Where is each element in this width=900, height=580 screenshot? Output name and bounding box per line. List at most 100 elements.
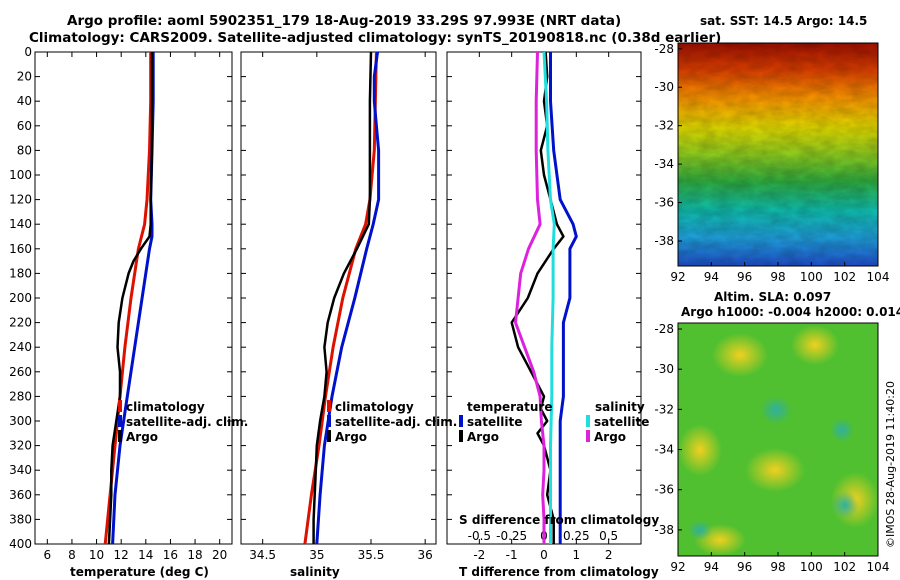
top-tick-label: -0.25 bbox=[496, 529, 527, 543]
legend-label-satellite: satellite-adj. clim. bbox=[126, 415, 248, 429]
series-line-argo bbox=[107, 52, 154, 545]
sla-low bbox=[830, 418, 854, 442]
series-line-argo bbox=[312, 51, 373, 544]
y-tick-label: 360 bbox=[9, 488, 32, 502]
map-y-tick-label: -28 bbox=[654, 322, 674, 336]
y-tick-label: 340 bbox=[9, 463, 32, 477]
temperature-xlabel: temperature (deg C) bbox=[70, 565, 209, 579]
y-tick-label: 100 bbox=[9, 168, 32, 182]
sla-map-title2: Argo h1000: -0.004 h2000: 0.014 bbox=[681, 305, 900, 319]
legend-label-sal-satellite: satellite bbox=[594, 415, 649, 429]
x-tick-label: 6 bbox=[43, 548, 51, 562]
x-tick-label: 16 bbox=[163, 548, 178, 562]
map-x-tick-label: 100 bbox=[800, 560, 823, 574]
x-tick-label: 0 bbox=[540, 548, 548, 562]
sla-map-axes: 92 94 96 98 100 102 104 -28 -30 -32 -34 -36 -38 bbox=[654, 322, 889, 574]
map-x-tick-label: 98 bbox=[770, 560, 785, 574]
legend-label-temp-satellite: satellite bbox=[467, 415, 522, 429]
difference-top-axis-label: S difference from climatology bbox=[459, 513, 659, 527]
legend-swatch-sal-argo bbox=[586, 430, 590, 442]
difference-salinity-legend: salinity satellite Argo bbox=[586, 400, 649, 444]
sla-low bbox=[688, 520, 712, 540]
difference-xlabel: T difference from climatology bbox=[459, 565, 659, 579]
map-y-tick-label: -34 bbox=[654, 157, 674, 171]
map-y-tick-label: -38 bbox=[654, 523, 674, 537]
map-x-tick-label: 94 bbox=[704, 560, 719, 574]
map-x-tick-label: 96 bbox=[737, 560, 752, 574]
sst-map bbox=[677, 42, 879, 267]
legend-title-salinity: salinity bbox=[595, 400, 645, 414]
y-tick-label: 80 bbox=[17, 143, 32, 157]
map-x-tick-label: 92 bbox=[670, 560, 685, 574]
x-tick-label: 10 bbox=[89, 548, 104, 562]
y-tick-label: 380 bbox=[9, 512, 32, 526]
legend-label-argo: Argo bbox=[335, 430, 367, 444]
top-tick-label: 0.25 bbox=[563, 529, 590, 543]
temperature-profile-chart: 0 20 40 60 80 100 120 140 160 180 200 220 240 260 280 3… bbox=[9, 45, 233, 562]
map-y-tick-label: -32 bbox=[654, 402, 674, 416]
plot-frame bbox=[34, 51, 233, 545]
map-y-tick-label: -36 bbox=[654, 196, 674, 210]
difference-temperature-legend: temperature satellite Argo bbox=[459, 400, 552, 444]
legend-title-temperature: temperature bbox=[467, 400, 552, 414]
legend-label-climatology: climatology bbox=[126, 400, 205, 414]
x-tick-label: -1 bbox=[506, 548, 518, 562]
map-x-tick-label: 104 bbox=[867, 560, 890, 574]
map-y-tick-label: -38 bbox=[654, 234, 674, 248]
legend-swatch-climatology bbox=[327, 400, 331, 412]
series-line-salinity-satellite bbox=[542, 51, 556, 544]
legend-swatch-climatology bbox=[118, 400, 122, 412]
sla-low bbox=[831, 491, 859, 519]
map-y-tick-label: -32 bbox=[654, 119, 674, 133]
y-tick-label: 240 bbox=[9, 340, 32, 354]
y-tick-label: 140 bbox=[9, 217, 32, 231]
map-x-tick-label: 96 bbox=[737, 270, 752, 284]
sst-map-axes: 92 94 96 98 100 102 104 -28 -30 -32 -34 -36 -38 bbox=[654, 42, 889, 284]
y-tick-label: 200 bbox=[9, 291, 32, 305]
salinity-xlabel: salinity bbox=[290, 565, 340, 579]
legend-swatch-argo bbox=[118, 430, 122, 442]
temperature-legend: climatology satellite-adj. clim. Argo bbox=[118, 400, 248, 444]
sla-map-title1: Altim. SLA: 0.097 bbox=[714, 290, 831, 304]
y-tick-label: 0 bbox=[24, 45, 32, 59]
map-x-tick-label: 98 bbox=[770, 270, 785, 284]
map-y-tick-label: -28 bbox=[654, 42, 674, 56]
map-y-tick-label: -36 bbox=[654, 483, 674, 497]
map-x-tick-label: 102 bbox=[833, 560, 856, 574]
series-line-satellite-adj-clim- bbox=[315, 51, 381, 545]
x-tick-label: 35 bbox=[309, 548, 324, 562]
y-tick-label: 400 bbox=[9, 537, 32, 551]
map-x-tick-label: 92 bbox=[670, 270, 685, 284]
x-tick-label: 20 bbox=[212, 548, 227, 562]
sst-map-texture bbox=[678, 43, 878, 266]
y-tick-label: 160 bbox=[9, 242, 32, 256]
sla-map bbox=[677, 322, 879, 557]
x-tick-label: 34.5 bbox=[249, 548, 276, 562]
map-x-tick-label: 94 bbox=[704, 270, 719, 284]
y-tick-label: 60 bbox=[17, 119, 32, 133]
x-tick-label: 12 bbox=[114, 548, 129, 562]
sla-low bbox=[760, 396, 792, 424]
header-line2: Climatology: CARS2009. Satellite-adjuste… bbox=[29, 30, 721, 46]
x-tick-label: 36 bbox=[418, 548, 433, 562]
sst-map-title: sat. SST: 14.5 Argo: 14.5 bbox=[700, 14, 867, 28]
x-tick-label: 14 bbox=[138, 548, 153, 562]
sla-blob bbox=[678, 424, 722, 476]
top-tick-label: 0.5 bbox=[599, 529, 618, 543]
top-tick-label: -0.5 bbox=[468, 529, 491, 543]
credit-text: ©IMOS 28-Aug-2019 11:40:20 bbox=[884, 381, 897, 548]
x-tick-label: -2 bbox=[473, 548, 485, 562]
legend-label-satellite: satellite-adj. clim. bbox=[335, 415, 457, 429]
series-line-temperature-satellite bbox=[549, 52, 578, 544]
sla-blob bbox=[745, 448, 805, 492]
series-line-salinity-argo bbox=[514, 51, 546, 544]
x-tick-label: 8 bbox=[68, 548, 76, 562]
map-x-tick-label: 104 bbox=[867, 270, 890, 284]
legend-swatch-temp-argo bbox=[459, 430, 463, 442]
y-tick-label: 320 bbox=[9, 439, 32, 453]
y-tick-label: 120 bbox=[9, 193, 32, 207]
legend-label-temp-argo: Argo bbox=[467, 430, 499, 444]
salinity-profile-chart: 34.5 35 35.5 36 bbox=[240, 51, 437, 562]
legend-swatch-satellite bbox=[118, 415, 122, 427]
